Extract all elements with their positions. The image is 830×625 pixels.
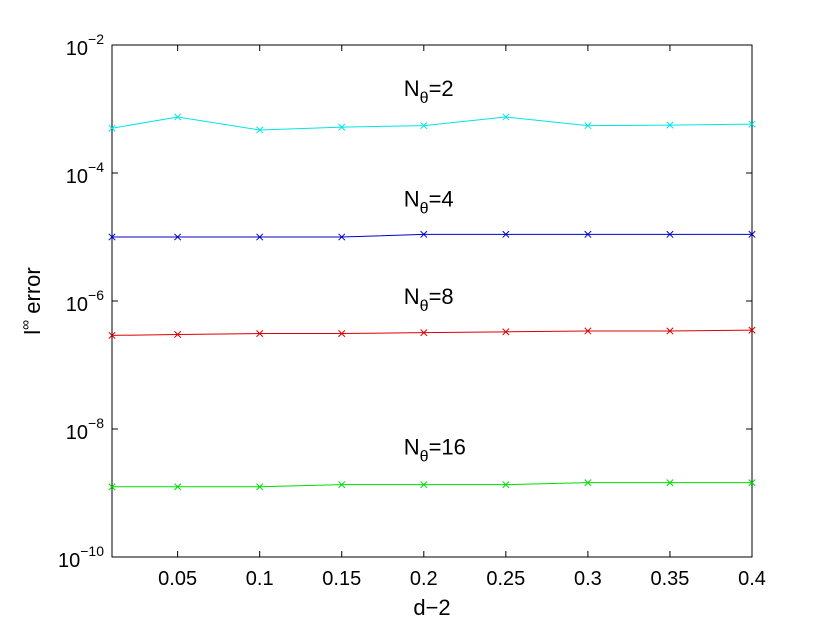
data-point <box>748 230 756 238</box>
data-point <box>420 230 428 238</box>
data-point <box>666 121 674 129</box>
data-point <box>338 233 346 241</box>
series-line <box>112 482 752 488</box>
data-point <box>108 124 116 132</box>
x-tick-label: 0.3 <box>574 568 602 590</box>
data-point <box>420 122 428 130</box>
data-point <box>420 481 428 489</box>
x-tick-label: 0.05 <box>158 568 197 590</box>
data-point <box>748 120 756 128</box>
data-point <box>502 481 510 489</box>
series-4: Nθ=16 <box>108 434 756 491</box>
series-line <box>111 329 753 336</box>
y-tick-label: 10−4 <box>66 159 104 188</box>
data-point <box>256 329 264 338</box>
y-tick-label: 10−10 <box>58 543 104 572</box>
data-point <box>502 113 510 121</box>
y-axis-label: l∞ error <box>17 267 45 334</box>
series-line <box>112 233 752 238</box>
y-axis-ticks: 10−2 10−4 10−6 10−8 10−10 <box>58 31 752 572</box>
data-point <box>584 122 592 130</box>
series-2: Nθ=4 <box>108 186 756 241</box>
x-tick-label: 0.4 <box>738 568 766 590</box>
x-axis-label: d−2 <box>413 595 450 620</box>
data-point <box>584 479 592 487</box>
data-point <box>256 126 264 134</box>
x-tick-label: 0.25 <box>486 568 525 590</box>
data-point <box>666 327 674 335</box>
data-point <box>666 479 674 487</box>
x-tick-label: 0.15 <box>322 568 361 590</box>
x-tick-label: 0.2 <box>410 568 438 590</box>
data-point <box>174 113 182 121</box>
data-point <box>748 479 756 487</box>
data-point <box>108 331 116 339</box>
series-3: Nθ=8 <box>108 284 756 339</box>
data-point <box>502 230 510 238</box>
series-label: Nθ=2 <box>404 76 454 107</box>
data-point <box>108 233 116 241</box>
data-point <box>338 123 346 131</box>
series-label: Nθ=8 <box>404 284 454 315</box>
y-tick-label: 10−8 <box>66 415 104 444</box>
data-point <box>584 327 592 335</box>
series-group: Nθ=2 Nθ=4 Nθ=8 Nθ=16 <box>108 76 756 491</box>
x-tick-label: 0.35 <box>650 568 689 590</box>
data-point <box>502 328 510 336</box>
y-tick-label: 10−6 <box>66 287 104 316</box>
series-line <box>111 116 753 131</box>
x-axis-ticks: 0.05 0.1 0.15 0.2 0.25 0.3 0.35 0.4 <box>158 45 766 590</box>
data-point <box>666 230 674 238</box>
data-point <box>256 233 264 241</box>
data-point <box>174 483 182 491</box>
data-point <box>584 230 592 238</box>
data-point <box>174 233 182 241</box>
axis-labels: d−2 l∞ error <box>17 267 451 620</box>
data-point <box>108 483 116 491</box>
series-1: Nθ=2 <box>108 76 756 134</box>
series-label: Nθ=16 <box>404 434 466 465</box>
data-point <box>338 481 346 489</box>
data-point <box>420 329 428 337</box>
series-label: Nθ=4 <box>404 186 454 217</box>
x-tick-label: 0.1 <box>246 568 274 590</box>
data-point <box>256 483 264 491</box>
data-point <box>338 329 346 338</box>
data-point <box>174 330 182 339</box>
y-tick-label: 10−2 <box>66 31 104 60</box>
data-point <box>748 326 756 334</box>
